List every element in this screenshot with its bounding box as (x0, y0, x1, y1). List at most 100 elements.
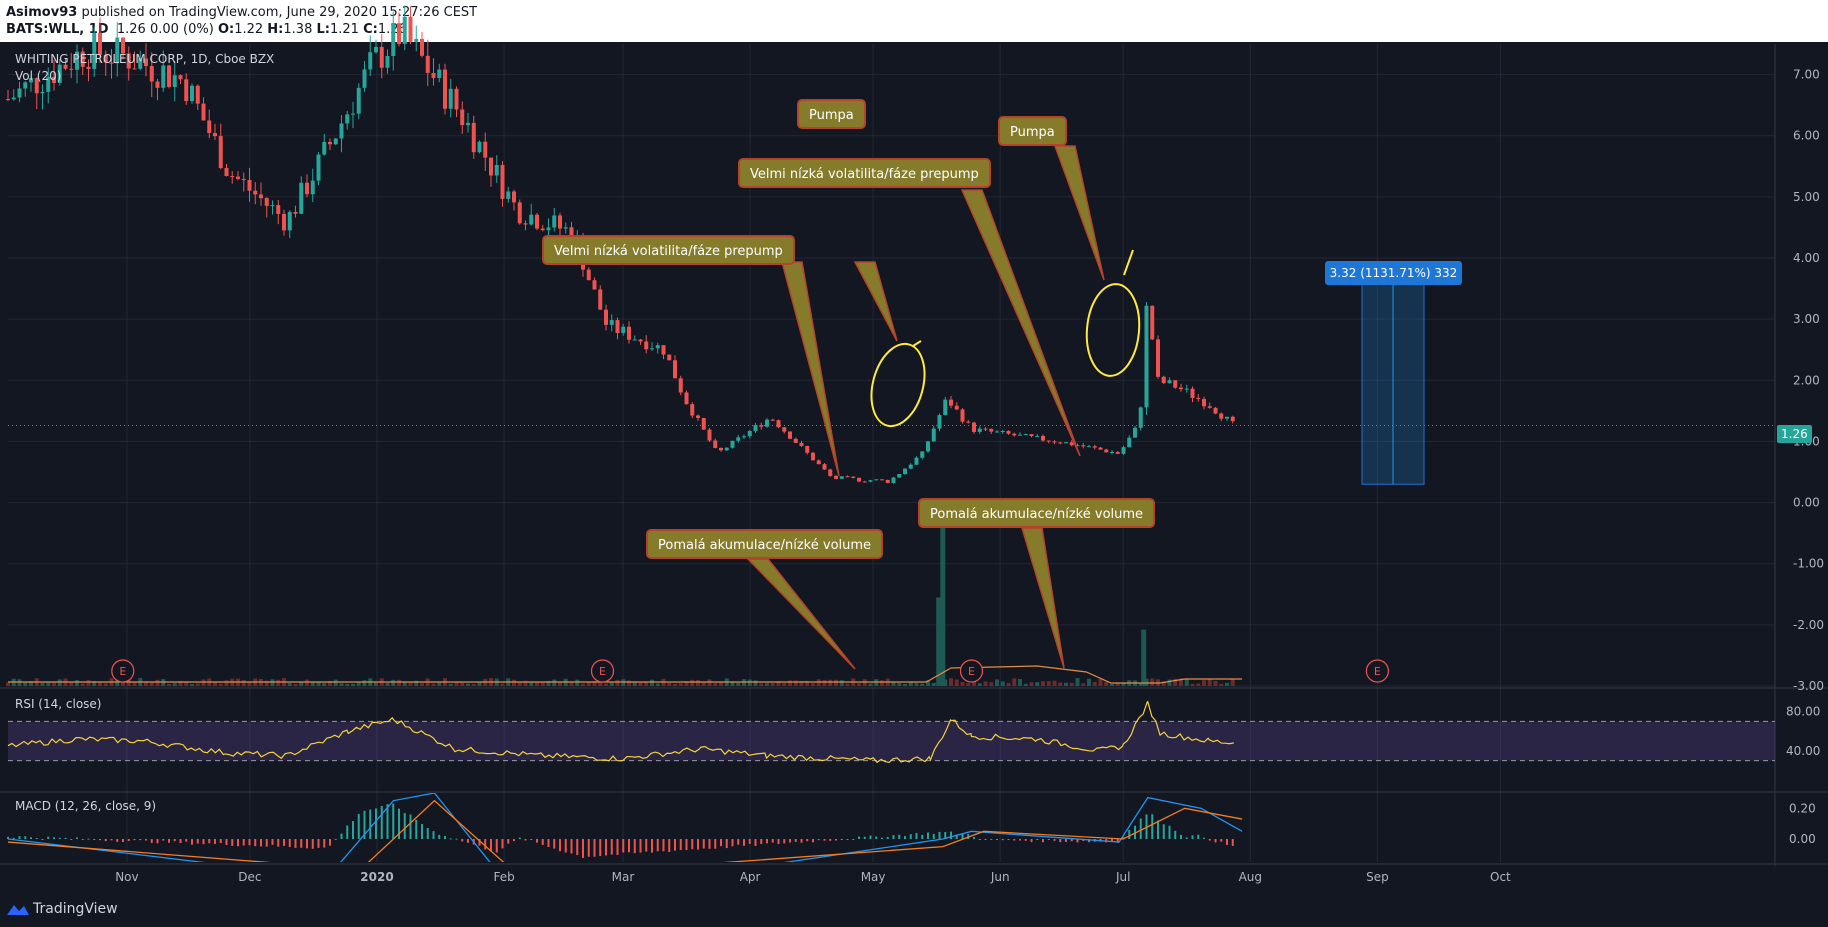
macd-histogram-bar (7, 836, 9, 839)
earnings-marker-label: E (968, 665, 975, 678)
volume-bar (80, 683, 85, 686)
volume-bar (759, 683, 764, 686)
time-tick-label: Oct (1490, 870, 1511, 884)
candle-body (1173, 380, 1178, 388)
candle-body (788, 431, 792, 439)
annotation-accumulation-2[interactable]: Pomalá akumulace/nízké volume (918, 498, 1156, 528)
candle-body (908, 464, 913, 469)
macd-pane (7, 793, 1243, 862)
candle-body (627, 326, 631, 340)
macd-histogram-bar (812, 839, 814, 843)
macd-histogram-bar (392, 803, 395, 839)
volume-bar (1041, 681, 1045, 686)
macd-histogram-bar (702, 839, 705, 849)
volume-bar (299, 681, 304, 686)
volume-bar (1196, 683, 1201, 686)
macd-histogram-bar (1007, 839, 1010, 840)
volume-bar (586, 681, 591, 686)
rsi-line (7, 700, 1234, 764)
macd-histogram-bar (1116, 839, 1119, 843)
volume-bar (46, 682, 51, 686)
macd-histogram-bar (1168, 825, 1171, 839)
volume-bar (362, 680, 367, 686)
volume-bar (1138, 683, 1143, 686)
volume-bar (287, 682, 292, 686)
macd-histogram-bar (714, 839, 717, 849)
volume-bar (1161, 681, 1166, 686)
macd-histogram-bar (1180, 834, 1182, 839)
macd-histogram-bar (898, 834, 901, 839)
candle-body (604, 309, 608, 325)
macd-histogram-bar (185, 839, 188, 842)
macd-histogram-bar (697, 839, 699, 850)
volume-bar (17, 679, 22, 686)
candle-body (57, 64, 62, 83)
annotation-pointer (960, 189, 1081, 457)
annotation-accumulation-1[interactable]: Pomalá akumulace/nízké volume (646, 529, 884, 559)
candle-body (132, 68, 137, 70)
volume-bar (1179, 678, 1183, 686)
volume-bar (857, 683, 861, 686)
volume-bar (581, 683, 585, 686)
publish-info: published on TradingView.com, June 29, 2… (81, 5, 478, 20)
volume-bar (598, 679, 603, 686)
macd-histogram-bar (1111, 839, 1113, 842)
candle-body (1121, 447, 1126, 454)
measure-label[interactable]: 3.32 (1131.71%) 332 (1325, 261, 1462, 285)
candle-body (1196, 397, 1201, 399)
candle-body (52, 76, 56, 83)
author-name[interactable]: Asimov93 (6, 5, 78, 20)
brand-name[interactable]: TradingView (33, 901, 118, 917)
macd-histogram-bar (24, 836, 27, 839)
volume-bar (1058, 682, 1063, 686)
macd-histogram-bar (679, 839, 682, 850)
volume-bar (1000, 681, 1005, 686)
macd-histogram-bar (507, 839, 510, 844)
volume-bar (29, 681, 33, 686)
candle-body (443, 69, 447, 109)
candle-body (40, 91, 45, 94)
price-tick-label: 0.00 (1793, 496, 1820, 510)
volume-ma-line (8, 665, 1243, 684)
macd-histogram-bar (541, 839, 544, 845)
candle-body (506, 191, 511, 199)
volume-bar (546, 680, 551, 686)
high-value: 1.38 (283, 22, 313, 37)
annotation-pump-2[interactable]: Pumpa (998, 116, 1067, 146)
annotation-prepump-2[interactable]: Velmi nízká volatilita/fáze prepump (738, 158, 991, 188)
volume-bar (1219, 683, 1224, 686)
volume-bar (793, 680, 798, 686)
macd-histogram-bar (495, 839, 498, 853)
candle-body (247, 179, 252, 191)
macd-histogram-bar (720, 839, 722, 847)
annotation-prepump-1[interactable]: Velmi nízká volatilita/fáze prepump (542, 235, 795, 265)
macd-histogram-bar (1042, 839, 1044, 843)
volume-bar (351, 683, 355, 686)
candle-body (1207, 406, 1212, 408)
candle-body (926, 441, 930, 452)
macd-histogram-bar (202, 839, 205, 845)
volume-bar (149, 682, 154, 686)
macd-histogram-bar (467, 839, 469, 843)
candle-body (782, 427, 787, 432)
volume-bar (615, 679, 620, 686)
macd-histogram-bar (524, 839, 527, 841)
volume-bar (667, 682, 672, 686)
candle-body (489, 157, 493, 176)
time-tick-label: Aug (1239, 870, 1262, 884)
macd-histogram-bar (64, 837, 67, 839)
candle-body (172, 75, 177, 87)
volume-bar (678, 683, 683, 686)
macd-histogram-bar (122, 839, 124, 842)
macd-histogram-bar (1162, 824, 1165, 839)
macd-histogram-bar (530, 839, 533, 840)
macd-histogram-bar (1139, 818, 1142, 839)
volume-bar (75, 680, 79, 686)
candle-body (949, 399, 953, 406)
candle-body (972, 422, 976, 432)
candle-body (466, 122, 470, 126)
candle-body (414, 38, 419, 42)
annotation-pump-1[interactable]: Pumpa (797, 99, 866, 129)
candle-body (592, 280, 597, 290)
